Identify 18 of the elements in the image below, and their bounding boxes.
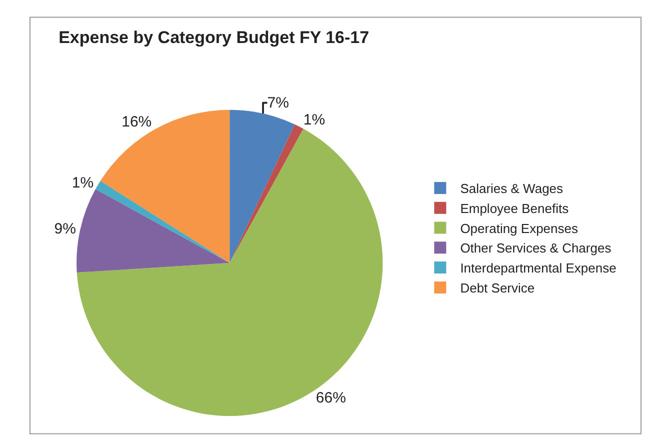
pie-slice — [100, 110, 230, 263]
data-label: 9% — [54, 220, 76, 238]
data-label: 7% — [267, 94, 289, 112]
data-label: 1% — [303, 111, 326, 128]
data-label: 1% — [72, 174, 94, 192]
data-label: 16% — [122, 114, 152, 131]
legend-label: Employee Benefits — [460, 200, 570, 216]
pie-slice — [76, 189, 230, 273]
legend-label: Debt Service — [460, 280, 535, 296]
pie-slice — [230, 124, 304, 263]
chart-title: Expense by Category Budget FY 16-17 — [58, 28, 370, 48]
legend-label: Interdepartmental Expense — [460, 260, 616, 276]
pie-slice — [95, 180, 230, 263]
legend-label: Operating Expenses — [460, 220, 578, 236]
legend-label: Other Services & Charges — [460, 240, 612, 256]
legend-label: Salaries & Wages — [460, 181, 564, 196]
data-label: 66% — [316, 390, 346, 407]
pie-slice — [230, 110, 295, 263]
